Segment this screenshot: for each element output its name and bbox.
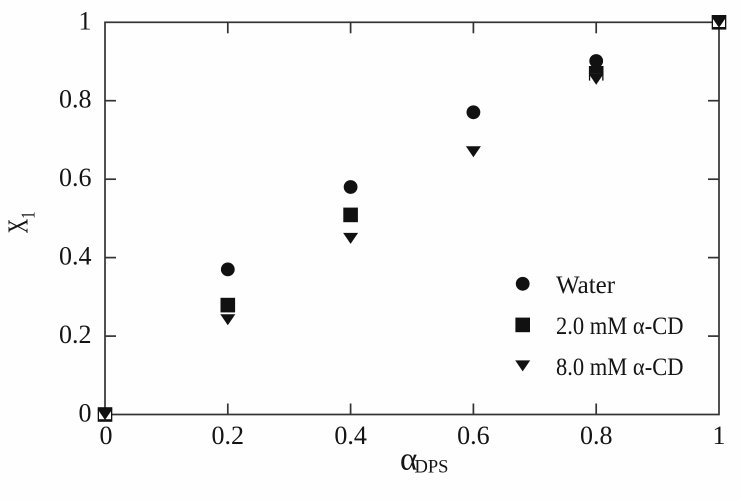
- svg-text:1: 1: [713, 421, 726, 450]
- svg-text:1: 1: [79, 6, 92, 35]
- svg-text:8.0 mM α-CD: 8.0 mM α-CD: [556, 354, 684, 381]
- svg-text:0.6: 0.6: [59, 163, 92, 192]
- svg-text:α: α: [400, 442, 417, 478]
- svg-text:0: 0: [79, 399, 92, 428]
- svg-text:0.4: 0.4: [334, 421, 367, 450]
- svg-text:0.2: 0.2: [59, 320, 92, 349]
- svg-text:0.2: 0.2: [212, 421, 245, 450]
- svg-text:0.8: 0.8: [580, 421, 613, 450]
- svg-text:0.6: 0.6: [457, 421, 490, 450]
- svg-text:DPS: DPS: [415, 458, 449, 478]
- svg-text:Water: Water: [556, 272, 616, 299]
- svg-text:0: 0: [100, 421, 113, 450]
- svg-text:0.8: 0.8: [59, 85, 92, 114]
- svg-text:0.4: 0.4: [59, 242, 92, 271]
- svg-text:2.0 mM α-CD: 2.0 mM α-CD: [556, 313, 684, 340]
